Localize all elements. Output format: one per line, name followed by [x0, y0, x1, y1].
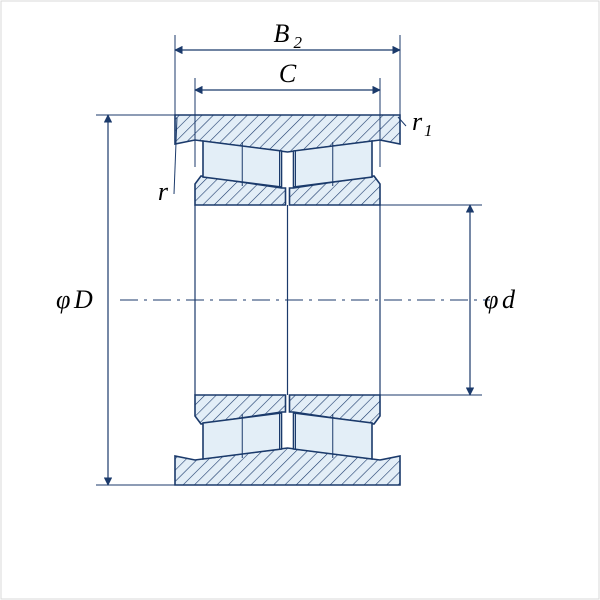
label-phiD-prefix: φ	[56, 285, 70, 314]
label-phiD: D	[73, 285, 93, 314]
label-phid: d	[502, 285, 516, 314]
bearing-diagram: B2Cr1rφDφd	[0, 0, 600, 600]
label-B2: B	[274, 19, 290, 48]
label-phid-prefix: φ	[484, 285, 498, 314]
label-r1-sub: 1	[424, 121, 433, 140]
label-C: C	[279, 59, 297, 88]
label-B2-sub: 2	[294, 33, 303, 52]
label-r1: r	[412, 107, 423, 136]
label-r: r	[158, 177, 169, 206]
